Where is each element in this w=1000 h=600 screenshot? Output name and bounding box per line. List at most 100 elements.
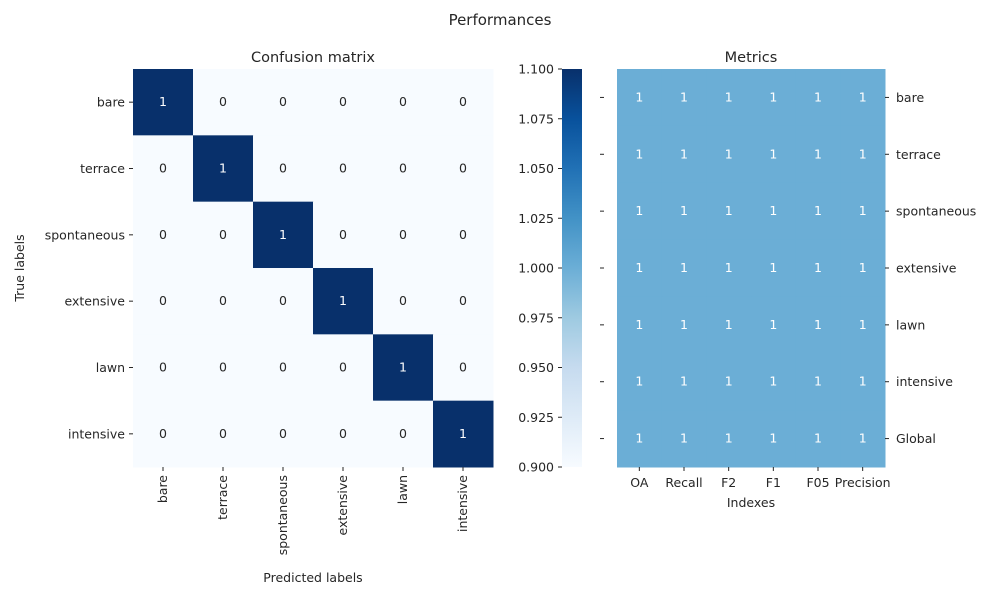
colorbar-tick-label: 1.025 (518, 211, 554, 226)
metrics-cell-label: 1 (725, 146, 733, 161)
figure-suptitle: Performances (449, 11, 552, 29)
metrics-cell (840, 182, 886, 241)
y-tick-label: spontaneous (45, 227, 125, 242)
confusion-cell (253, 334, 314, 402)
confusion-cell (433, 400, 494, 468)
confusion-matrix-x-ticks: bare terrace spontaneous extensive lawn inten… (155, 467, 470, 555)
metrics-cell-label: 1 (680, 203, 688, 218)
metrics-cell (706, 296, 752, 354)
colorbar-tick-label: 0.925 (518, 410, 554, 425)
confusion-cell (373, 334, 434, 402)
colorbar-tick-label: 1.000 (518, 261, 554, 276)
x-tick-label: spontaneous (275, 475, 290, 555)
confusion-cell (433, 135, 494, 203)
metrics-y-ticks: bare terrace spontaneous extensive lawn inten… (600, 90, 976, 446)
confusion-cell (373, 201, 434, 269)
x-tick-label: F1 (766, 475, 781, 490)
confusion-cell (313, 69, 374, 136)
confusion-cell (193, 135, 254, 203)
confusion-cell-label: 0 (279, 94, 287, 109)
confusion-cell-label: 1 (459, 426, 467, 441)
metrics-cell (617, 353, 663, 411)
metrics-cell-label: 1 (725, 317, 733, 332)
metrics-cell-label: 1 (635, 431, 643, 446)
metrics-cell (840, 410, 886, 468)
metrics-cell-label: 1 (725, 374, 733, 389)
confusion-cell-label: 0 (399, 426, 407, 441)
metrics-cell-label: 1 (635, 89, 643, 104)
metrics-cell (840, 353, 886, 411)
metrics-cell (617, 239, 663, 297)
confusion-cell-label: 0 (159, 360, 167, 375)
confusion-matrix-xlabel: Predicted labels (263, 570, 362, 585)
metrics-xlabel: Indexes (727, 495, 775, 510)
confusion-cell (253, 69, 314, 136)
x-tick-label: F2 (721, 475, 736, 490)
confusion-cell-label: 1 (399, 360, 407, 375)
metrics-cells: 1 1 1 1 1 1 1 1 1 1 1 1 1 1 1 1 1 1 1 1 1 1 1 1 1 1 1 1 1 1 1 1 1 1 1 1 1 1 1 1… (617, 69, 886, 468)
metrics-cell (751, 182, 797, 241)
confusion-cell (313, 334, 374, 402)
metrics-cell (617, 410, 663, 468)
confusion-cell-label: 0 (399, 293, 407, 308)
metrics-cell (795, 239, 841, 297)
metrics-cell (617, 182, 663, 241)
metrics-cell (661, 182, 707, 241)
confusion-cell-label: 0 (459, 161, 467, 176)
confusion-matrix-cells: 1 0 0 0 0 0 0 1 0 0 0 0 0 0 1 0 0 0 0 0 0 1 0 0 0 0 0 0 1 0 0 0 0 0 0 1 (133, 69, 494, 468)
colorbar-tick-label: 0.900 (518, 460, 554, 475)
metrics-cell (751, 410, 797, 468)
y-tick-label: spontaneous (896, 204, 976, 219)
y-tick-label: lawn (96, 360, 125, 375)
confusion-cell (133, 135, 194, 203)
metrics-cell (706, 239, 752, 297)
confusion-cell (193, 69, 254, 136)
confusion-cell (313, 201, 374, 269)
colorbar-tick-label: 0.950 (518, 360, 554, 375)
confusion-cell (433, 69, 494, 136)
metrics-cell-label: 1 (859, 146, 867, 161)
metrics-cell (706, 410, 752, 468)
confusion-cell (313, 400, 374, 468)
y-tick-label: bare (97, 95, 125, 110)
colorbar: 0.900 0.925 0.950 0.975 1.000 1.025 1.050 1.075… (518, 62, 582, 475)
metrics-cell (795, 353, 841, 411)
confusion-cell (193, 201, 254, 269)
confusion-cell (373, 135, 434, 203)
y-tick-label: extensive (896, 261, 957, 276)
colorbar-tick-label: 1.100 (518, 62, 554, 77)
confusion-cell (253, 400, 314, 468)
metrics-cell (795, 410, 841, 468)
x-tick-label: extensive (335, 475, 350, 536)
confusion-cell-label: 0 (459, 227, 467, 242)
metrics-cell-label: 1 (635, 203, 643, 218)
confusion-cell (253, 201, 314, 269)
confusion-cell (133, 334, 194, 402)
metrics-cell (617, 296, 663, 354)
confusion-cell-label: 0 (339, 94, 347, 109)
confusion-cell (373, 400, 434, 468)
metrics-cell-label: 1 (814, 203, 822, 218)
confusion-cell (253, 135, 314, 203)
x-tick-label: lawn (395, 475, 410, 504)
colorbar-ticks: 0.900 0.925 0.950 0.975 1.000 1.025 1.050 1.075… (518, 62, 562, 475)
confusion-cell-label: 0 (159, 227, 167, 242)
confusion-cell-label: 0 (159, 293, 167, 308)
confusion-cell-label: 0 (339, 360, 347, 375)
x-tick-label: Precision (835, 475, 891, 490)
confusion-cell (133, 69, 194, 136)
metrics-cell-label: 1 (859, 431, 867, 446)
metrics-cell-label: 1 (814, 260, 822, 275)
confusion-cell (373, 268, 434, 335)
x-tick-label: terrace (215, 475, 230, 520)
metrics-cell-label: 1 (635, 374, 643, 389)
metrics-cell (840, 239, 886, 297)
metrics-cell-label: 1 (725, 89, 733, 104)
metrics-cell (661, 410, 707, 468)
metrics-cell (617, 125, 663, 184)
metrics-cell (706, 69, 752, 127)
confusion-cell-label: 0 (339, 227, 347, 242)
metrics-cell-label: 1 (635, 317, 643, 332)
metrics-cell (751, 353, 797, 411)
